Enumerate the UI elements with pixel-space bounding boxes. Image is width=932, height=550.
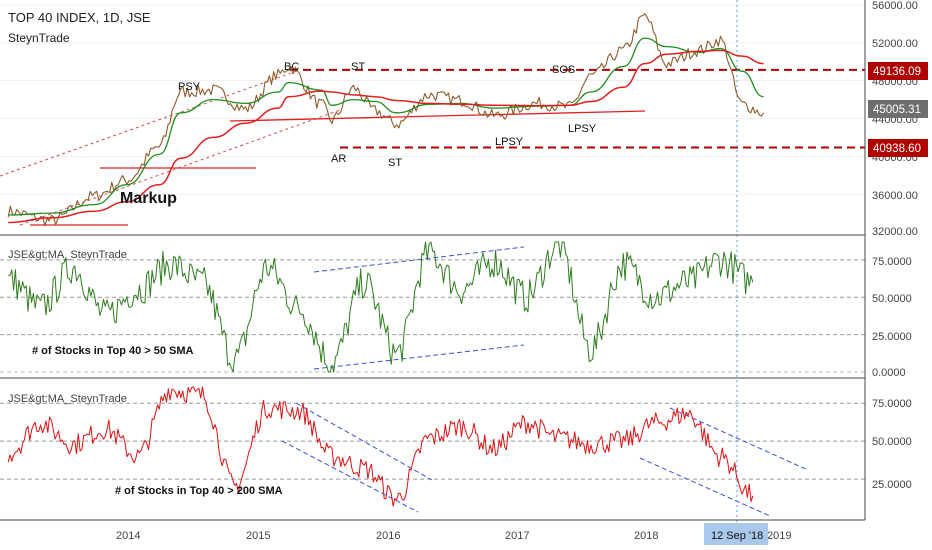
resistance-price-label: 49136.09 bbox=[873, 66, 921, 78]
indicator-axis-ticks: 75.0000 50.0000 25.0000 0.0000 75.0000 5… bbox=[872, 256, 912, 491]
ind1-tick-50: 50.0000 bbox=[872, 293, 912, 305]
label-sos: SOS bbox=[552, 64, 575, 76]
price-series bbox=[7, 13, 765, 227]
time-axis: 2014 2015 2016 2017 2018 2019 bbox=[116, 530, 791, 542]
ind2-tick-50: 50.0000 bbox=[872, 436, 912, 448]
label-lpsy-1: LPSY bbox=[495, 136, 524, 148]
indicator-note-1: # of Stocks in Top 40 > 50 SMA bbox=[32, 345, 194, 357]
gridlines bbox=[0, 4, 865, 195]
uptrend-channel-upper bbox=[0, 69, 301, 177]
crosshair-date-badge bbox=[704, 523, 768, 545]
time-tick-2014: 2014 bbox=[116, 530, 140, 542]
label-bc: BC bbox=[284, 61, 299, 73]
ind1-tick-75: 75.0000 bbox=[872, 256, 912, 268]
ind1-channel-upper bbox=[313, 246, 525, 273]
time-tick-2017: 2017 bbox=[505, 530, 529, 542]
price-tick-32000: 32000.00 bbox=[872, 226, 918, 238]
crosshair-date-label: 12 Sep '18 bbox=[711, 530, 763, 542]
time-tick-2015: 2015 bbox=[246, 530, 270, 542]
chart-author: SteynTrade bbox=[8, 31, 70, 45]
label-lpsy-2: LPSY bbox=[568, 123, 597, 135]
support-price-label: 40938.60 bbox=[873, 143, 921, 155]
ma-fast-series bbox=[8, 37, 764, 216]
ma-slow-series bbox=[8, 49, 764, 224]
time-tick-2019: 2019 bbox=[767, 530, 791, 542]
ind2-tick-25: 25.0000 bbox=[872, 479, 912, 491]
last-price-label: 45005.31 bbox=[873, 104, 921, 116]
ind1-channel-lower bbox=[313, 344, 525, 370]
price-tick-56000: 56000.00 bbox=[872, 0, 918, 12]
resistance-price-badge bbox=[868, 62, 928, 80]
price-tick-52000: 52000.00 bbox=[872, 38, 918, 50]
chart-panels bbox=[7, 13, 765, 507]
guide-lines bbox=[0, 0, 865, 522]
breadth-200sma-series bbox=[7, 386, 754, 507]
range-support bbox=[229, 110, 646, 122]
label-st-top: ST bbox=[351, 61, 365, 73]
last-price-badge bbox=[868, 100, 928, 118]
time-tick-2018: 2018 bbox=[634, 530, 658, 542]
label-ar: AR bbox=[331, 153, 346, 165]
time-tick-2016: 2016 bbox=[376, 530, 400, 542]
indicator-note-2: # of Stocks in Top 40 > 200 SMA bbox=[115, 485, 283, 497]
price-tick-36000: 36000.00 bbox=[872, 190, 918, 202]
ind2-channel-lower-a bbox=[281, 440, 419, 513]
ind2-tick-75: 75.0000 bbox=[872, 398, 912, 410]
indicator-title-2: JSE&gt;MA_SteynTrade bbox=[8, 393, 127, 405]
indicator-title-1: JSE&gt;MA_SteynTrade bbox=[8, 249, 127, 261]
ind2-channel-upper-a bbox=[295, 402, 433, 481]
ind1-tick-0: 0.0000 bbox=[872, 367, 906, 379]
label-psy: PSY bbox=[178, 81, 201, 93]
label-markup: Markup bbox=[120, 190, 177, 207]
label-st-bottom: ST bbox=[388, 157, 402, 169]
support-price-badge bbox=[868, 139, 928, 157]
chart-title: TOP 40 INDEX, 1D, JSE bbox=[8, 10, 151, 25]
breadth-50sma-series bbox=[8, 241, 754, 373]
ind1-tick-25: 25.0000 bbox=[872, 331, 912, 343]
